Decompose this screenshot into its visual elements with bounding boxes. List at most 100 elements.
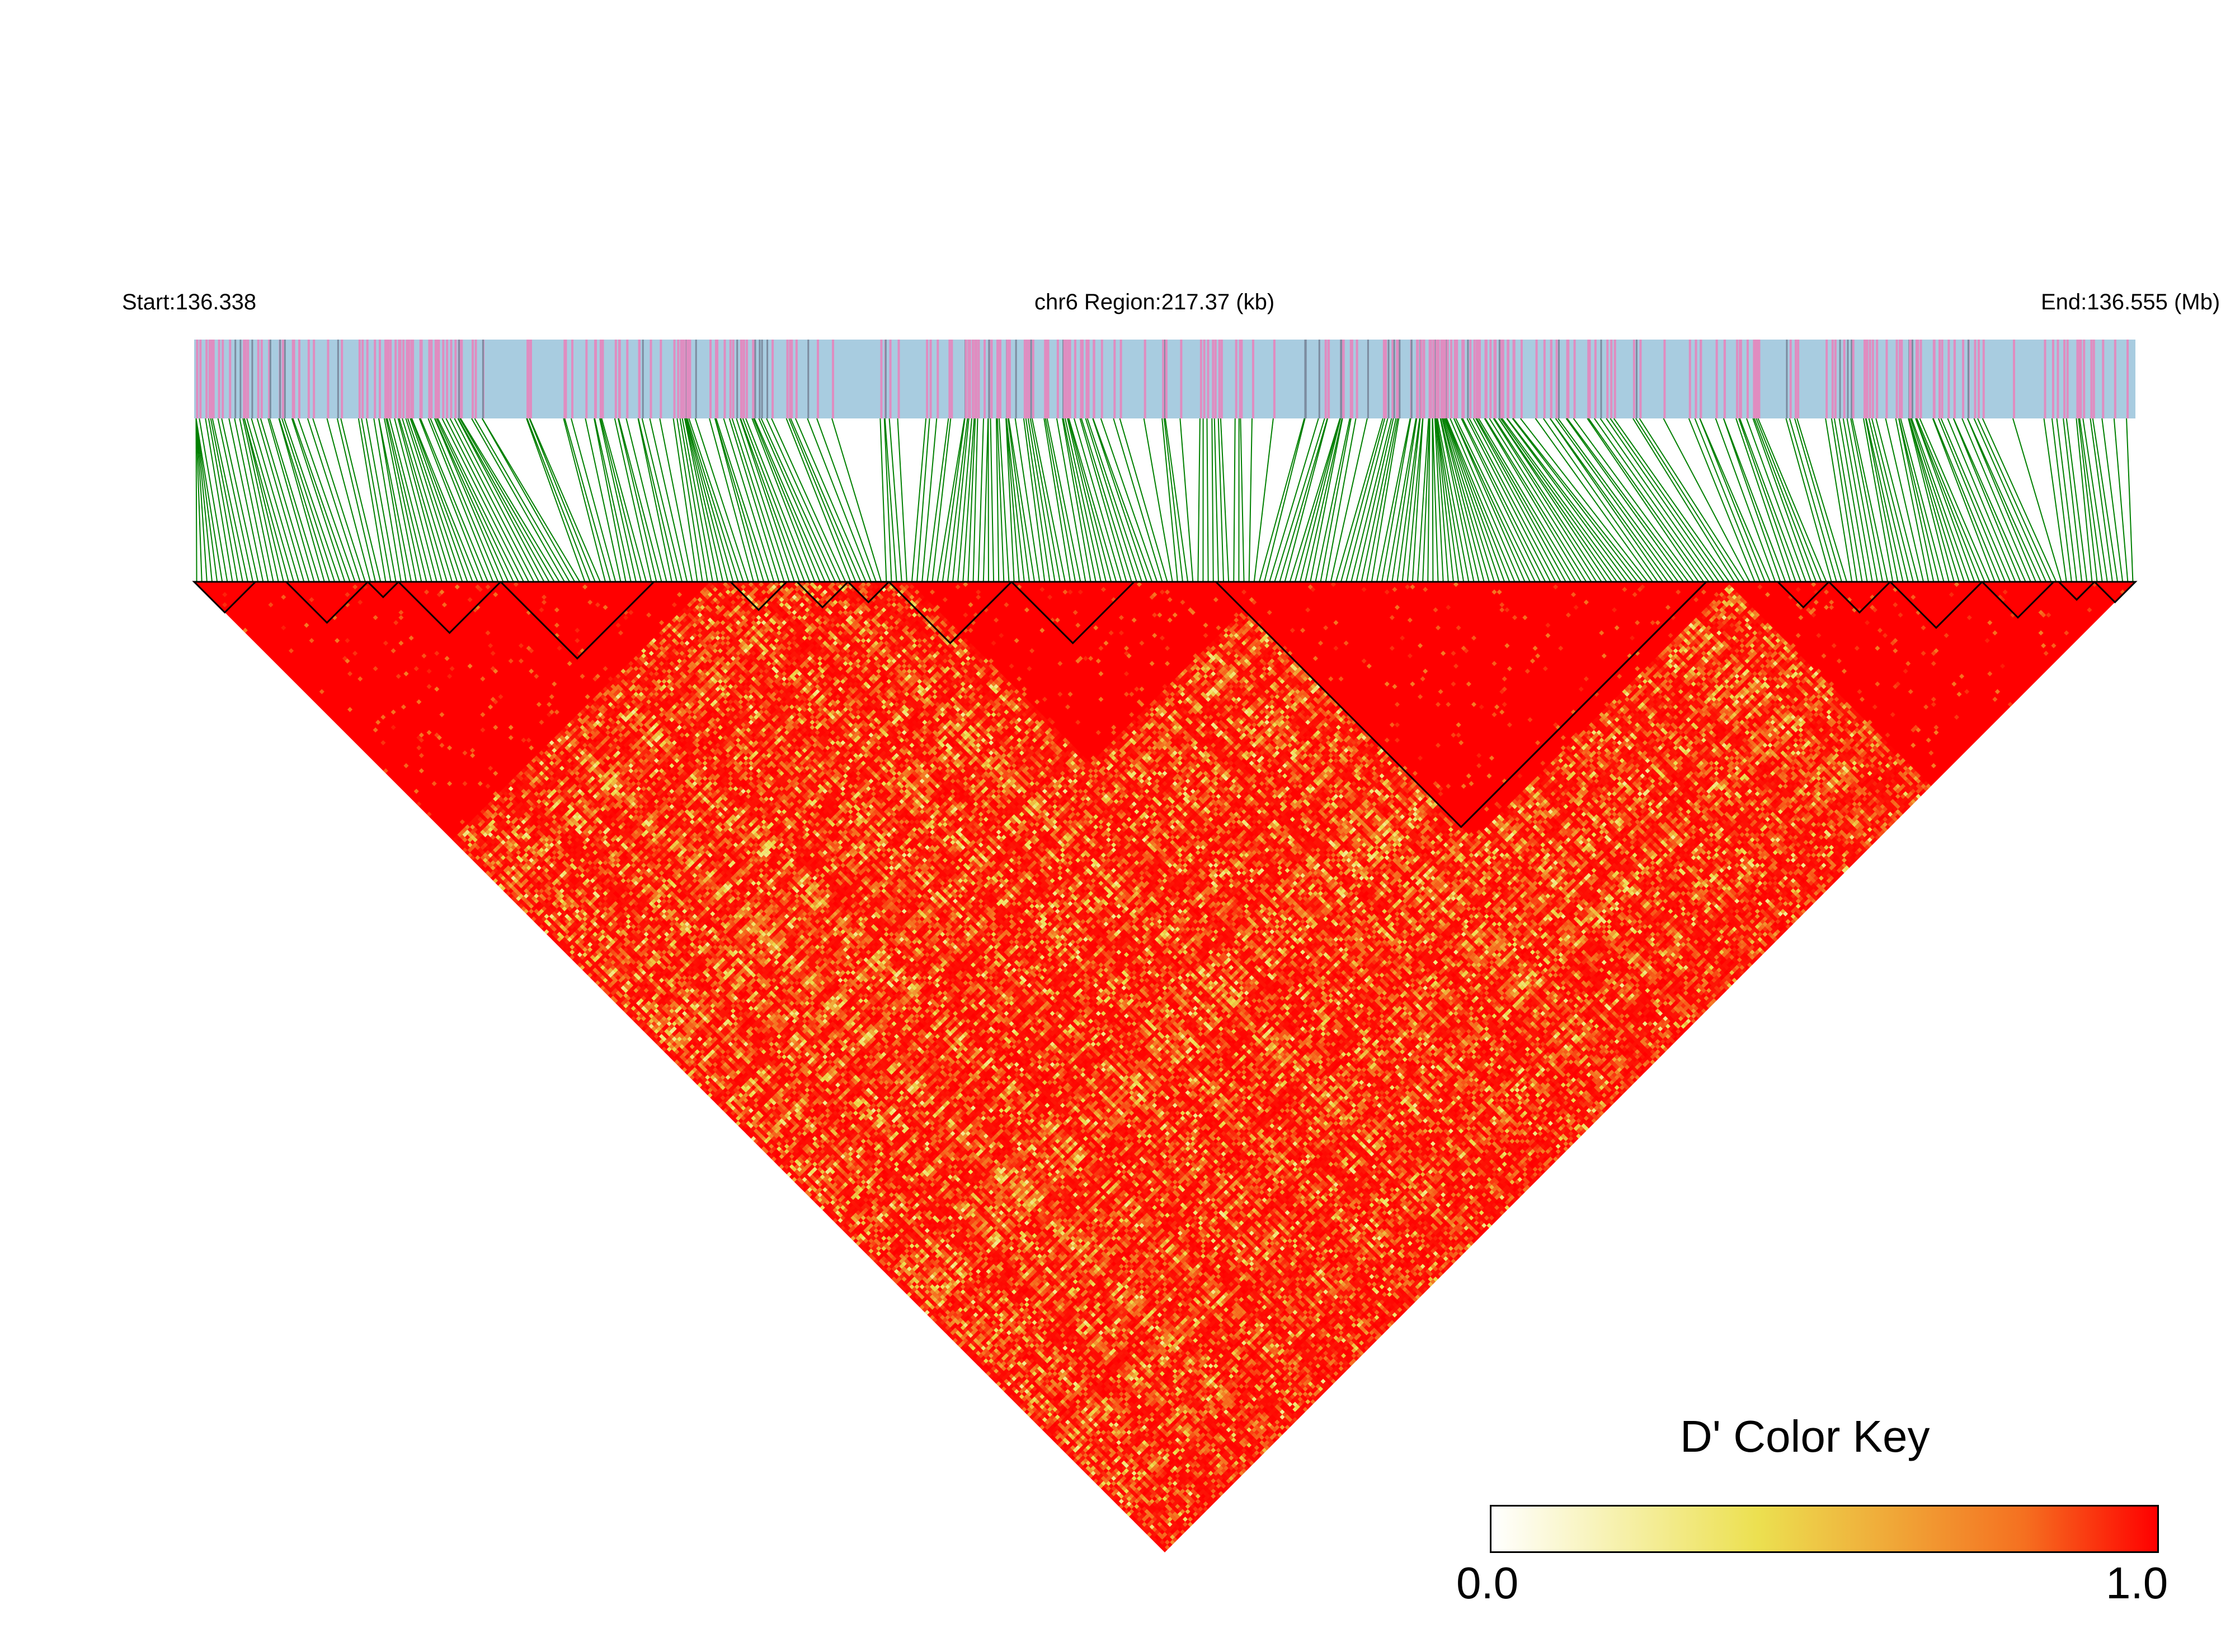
ld-cell: [503, 883, 509, 888]
snp-marker: [880, 340, 883, 418]
snp-marker: [1594, 340, 1597, 418]
snp-connector-line: [291, 418, 346, 582]
ld-cell: [459, 840, 465, 845]
snp-marker: [1917, 340, 1919, 418]
snp-marker: [831, 340, 834, 418]
snp-marker: [601, 340, 604, 418]
snp-marker: [2052, 340, 2054, 418]
snp-connector-line: [1029, 418, 1061, 582]
snp-connector-line: [407, 418, 463, 582]
ld-cell: [608, 993, 613, 999]
snp-marker: [1385, 340, 1387, 418]
ld-cell: [799, 1184, 805, 1190]
ld-cell: [794, 1174, 800, 1180]
snp-marker: [1393, 340, 1395, 418]
snp-connector-line: [411, 418, 473, 582]
ld-cell: [771, 1151, 777, 1157]
ld-cell: [865, 1246, 871, 1251]
snp-marker: [394, 340, 397, 418]
snp-connector-line: [740, 418, 795, 582]
snp-connector-line: [1085, 418, 1137, 582]
snp-connector-line: [1248, 418, 1253, 582]
snp-connector-line: [2082, 418, 2108, 582]
ld-cell: [865, 1251, 871, 1256]
snp-marker: [1462, 340, 1465, 418]
snp-marker: [1756, 340, 1759, 418]
region-size-label: chr6 Region:217.37 (kb): [1034, 291, 1274, 313]
ld-cell: [539, 919, 544, 924]
snp-connector-line: [1535, 418, 1653, 582]
snp-marker: [1555, 340, 1558, 418]
ld-cell: [531, 916, 537, 922]
snp-marker: [1432, 340, 1435, 418]
snp-connector-line: [1253, 418, 1274, 582]
ld-cell: [464, 850, 470, 855]
snp-marker: [1144, 340, 1146, 418]
snp-marker: [929, 340, 932, 418]
ld-cell: [603, 987, 608, 994]
snp-connector-line: [1752, 418, 1812, 582]
snp-marker: [1489, 340, 1492, 418]
snp-marker: [1093, 340, 1095, 418]
snp-connector-line: [1443, 418, 1495, 582]
snp-connector-line: [679, 418, 708, 582]
ld-cell: [914, 1299, 920, 1305]
snp-marker: [1069, 340, 1071, 418]
snp-marker: [766, 340, 769, 418]
snp-marker: [1423, 340, 1425, 418]
snp-connector-line: [418, 418, 483, 582]
snp-marker: [1632, 340, 1635, 418]
snp-connector-line: [585, 418, 622, 582]
ld-cell: [653, 1039, 659, 1044]
ld-cell: [1149, 1535, 1155, 1540]
ld-cell: [899, 1284, 905, 1289]
ld-cell: [769, 1154, 774, 1159]
snp-marker: [212, 340, 215, 418]
snp-connector-line: [794, 418, 867, 582]
ld-cell: [1011, 1396, 1017, 1402]
ld-cell: [495, 876, 501, 881]
snp-connector-line: [883, 418, 892, 582]
ld-cell: [1072, 1458, 1078, 1463]
ld-cell: [498, 878, 504, 883]
snp-marker: [269, 340, 271, 418]
ld-cell: [1108, 1493, 1114, 1499]
snp-connector-line: [1489, 418, 1592, 582]
ld-cell: [830, 1210, 836, 1216]
snp-marker: [1723, 340, 1726, 418]
snp-connector-line: [1453, 418, 1531, 582]
ld-cell: [807, 1187, 812, 1193]
snp-connector-line: [1371, 418, 1400, 582]
ld-cell: [534, 919, 539, 924]
snp-marker: [1045, 340, 1048, 418]
snp-marker: [984, 340, 986, 418]
snp-marker: [687, 340, 690, 418]
snp-connector-line: [2063, 418, 2083, 582]
ld-cell: [564, 949, 570, 955]
snp-marker: [677, 340, 680, 418]
snp-connector-line: [1502, 418, 1623, 582]
ld-cell: [756, 1141, 761, 1147]
snp-marker: [208, 340, 211, 418]
ld-cell: [482, 868, 488, 873]
snp-marker: [1469, 340, 1472, 418]
snp-connector-line: [740, 418, 801, 582]
snp-connector-line: [1067, 418, 1107, 582]
ld-cell: [782, 1166, 787, 1172]
snp-connector-line: [1639, 418, 1745, 582]
snp-connector-line: [977, 418, 985, 582]
snp-marker: [243, 340, 246, 418]
snp-connector-line: [243, 418, 284, 582]
ld-cell: [705, 1090, 711, 1095]
snp-connector-line: [816, 418, 877, 582]
snp-marker: [399, 340, 402, 418]
ld-cell: [549, 929, 554, 935]
ld-cell: [702, 1088, 708, 1093]
snp-marker: [1573, 340, 1576, 418]
snp-connector-line: [785, 418, 851, 582]
ld-cell: [454, 835, 460, 840]
snp-connector-line: [1279, 418, 1328, 582]
snp-marker: [379, 340, 382, 418]
ld-cell: [911, 1297, 917, 1302]
snp-connector-line: [600, 418, 642, 582]
